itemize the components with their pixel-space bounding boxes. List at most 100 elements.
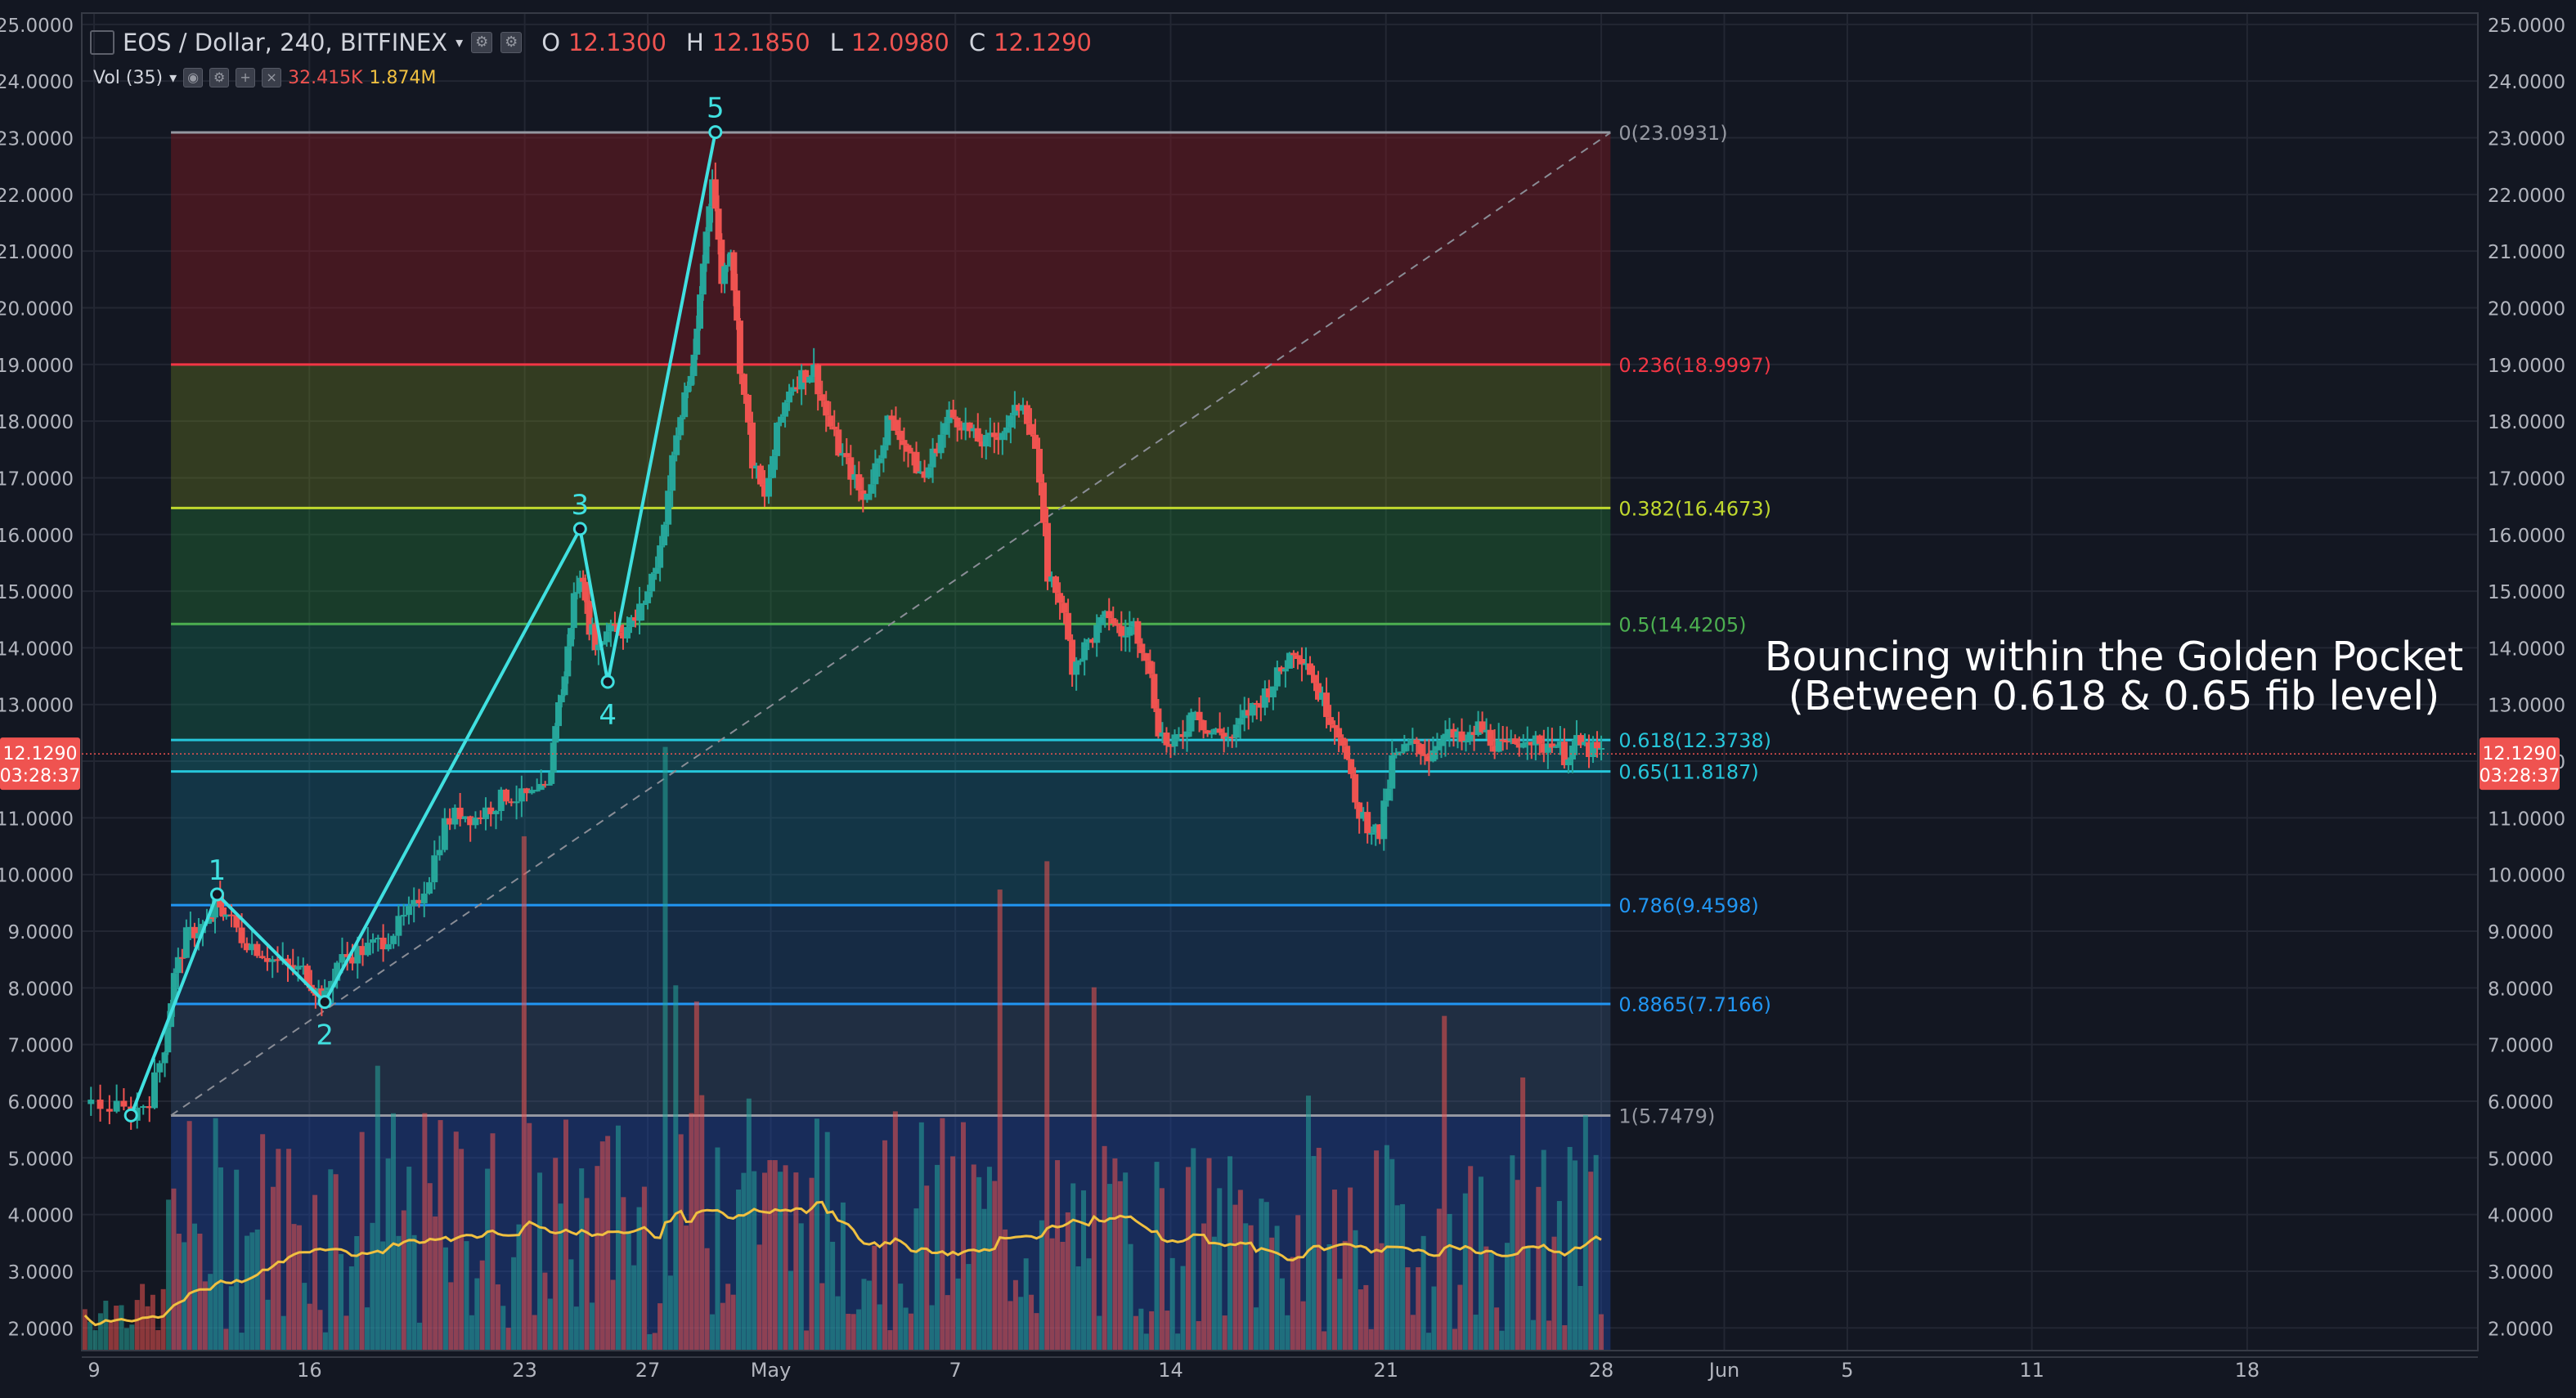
volume-bar	[971, 1164, 976, 1351]
candle-body	[611, 624, 618, 626]
volume-bar	[1191, 1148, 1196, 1351]
candle-body	[802, 370, 810, 383]
settings-icon[interactable]: ⚙	[209, 68, 230, 87]
volume-bar	[542, 1272, 548, 1351]
volume-bar	[1023, 1258, 1029, 1351]
candle-body	[884, 415, 891, 446]
volume-bar	[516, 1224, 522, 1351]
candle-body	[1126, 626, 1133, 636]
volume-bar	[866, 1280, 872, 1351]
volume-bar	[1577, 1285, 1583, 1351]
y-tick-left: 10.0000	[0, 866, 74, 887]
volume-bar	[761, 1172, 767, 1351]
volume-bar	[385, 1158, 391, 1351]
candle-body	[1442, 733, 1449, 741]
volume-bar	[97, 1313, 103, 1351]
chevron-down-icon[interactable]: ▾	[169, 69, 177, 87]
y-tick-left: 4.0000	[8, 1206, 74, 1227]
collapse-legend-icon[interactable]	[90, 30, 114, 55]
volume-bar	[1499, 1330, 1505, 1351]
close-icon[interactable]: ×	[262, 68, 282, 87]
candle-body	[325, 987, 333, 991]
candle-body	[497, 789, 505, 811]
volume-bar	[1237, 1190, 1243, 1351]
settings-icon[interactable]: ⚙	[500, 32, 523, 53]
candle-body	[1118, 625, 1125, 637]
chevron-down-icon[interactable]: ▾	[456, 34, 464, 52]
volume-bar	[348, 1266, 354, 1351]
volume-bar	[1431, 1286, 1437, 1351]
candle-body	[1048, 576, 1056, 582]
volume-bar	[208, 1274, 213, 1351]
candle-body	[370, 939, 377, 943]
candle-body	[806, 377, 814, 383]
volume-bar	[370, 1222, 375, 1351]
volume-bar	[1149, 1311, 1155, 1351]
candle-body	[847, 457, 855, 480]
candle-body	[451, 807, 459, 825]
volume-bar	[553, 1158, 559, 1351]
candle-body	[207, 916, 214, 922]
candle-body	[552, 726, 559, 743]
candle-body	[238, 927, 245, 943]
open-key: O	[541, 29, 561, 56]
candle-body	[1389, 755, 1396, 789]
candle-body	[628, 616, 635, 627]
volume-bar	[1008, 1301, 1013, 1351]
volume-bar	[171, 1188, 177, 1351]
volume-bar	[1243, 1223, 1249, 1351]
volume-bar	[1259, 1199, 1264, 1351]
volume-bar	[1442, 1015, 1447, 1351]
volume-label[interactable]: Vol (35)	[93, 67, 164, 88]
volume-bar	[88, 1321, 93, 1351]
candle-body	[254, 943, 261, 957]
fib-level-label: 0.618(12.3738)	[1618, 729, 1771, 752]
symbol-label[interactable]: EOS / Dollar, 240, BITFINEX	[123, 29, 448, 56]
candle-body	[564, 646, 572, 677]
wave-point	[708, 125, 723, 140]
wave-point	[123, 1108, 138, 1122]
candle-body	[456, 807, 464, 819]
volume-bar	[652, 1333, 657, 1351]
y-tick-left: 9.0000	[8, 922, 74, 943]
candle-body	[921, 471, 928, 478]
candle-body	[661, 524, 668, 546]
candle-body	[1073, 661, 1080, 675]
volume-bar	[453, 1131, 459, 1351]
volume-bar	[1573, 1160, 1578, 1351]
candle-body	[1097, 616, 1105, 625]
fib-level-label: 0.65(11.8187)	[1618, 761, 1758, 784]
candle-body	[706, 206, 713, 232]
candle-body	[113, 1100, 120, 1112]
volume-bar	[228, 1286, 234, 1351]
candle-body	[1196, 711, 1203, 720]
candle-body	[1586, 742, 1593, 757]
candle-body	[209, 916, 217, 919]
candle-body	[1232, 724, 1240, 738]
volume-bar	[1515, 1180, 1520, 1351]
candle-body	[461, 816, 469, 819]
candle-body	[715, 208, 722, 240]
settings-icon[interactable]: ⚙	[471, 32, 493, 53]
y-tick-right: 16.0000	[2488, 526, 2565, 547]
candle-body	[379, 937, 387, 950]
candle-body	[1495, 739, 1502, 752]
candle-body	[1277, 667, 1285, 672]
eye-icon[interactable]: ◉	[183, 68, 204, 87]
add-icon[interactable]: +	[236, 68, 256, 87]
candle-body	[1327, 717, 1335, 725]
candle-body	[1035, 449, 1043, 483]
candle-body	[1187, 712, 1195, 732]
volume-bar	[213, 1118, 218, 1351]
candle-body	[896, 430, 904, 441]
y-tick-left: 20.0000	[0, 298, 74, 320]
candle-body	[492, 810, 500, 814]
candle-body	[1077, 660, 1084, 662]
volume-bar	[317, 1310, 323, 1351]
volume-bar	[599, 1141, 605, 1351]
fib-level-label: 1(5.7479)	[1618, 1105, 1715, 1127]
volume-bar	[1520, 1077, 1526, 1351]
y-tick-right: 23.0000	[2488, 129, 2565, 150]
candle-body	[815, 365, 822, 395]
